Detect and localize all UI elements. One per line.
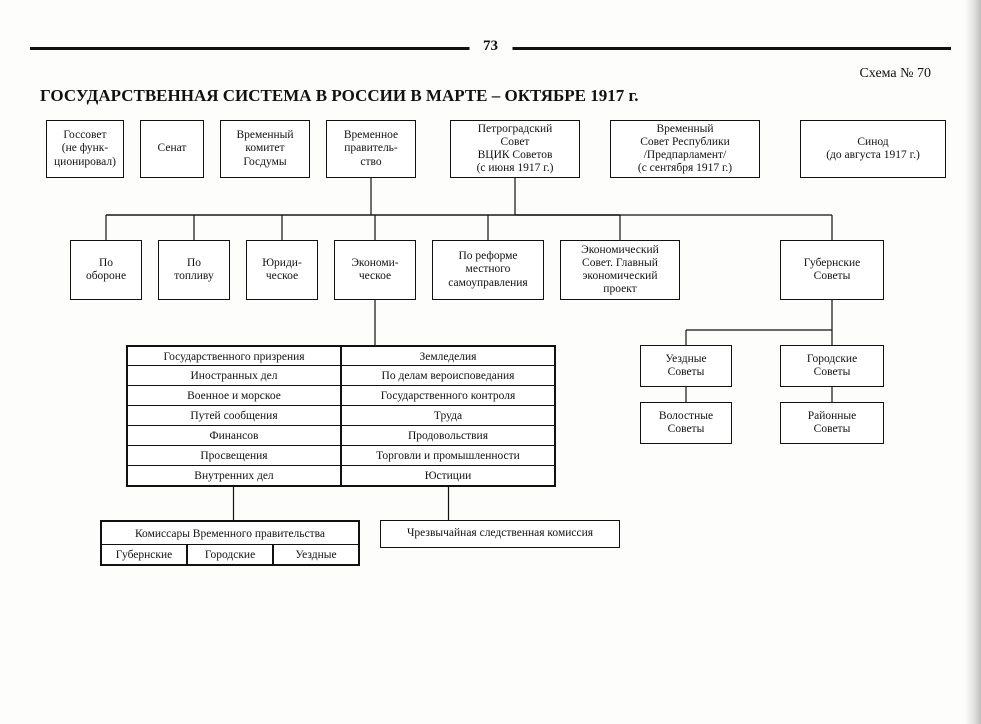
diagram-title: ГОСУДАРСТВЕННАЯ СИСТЕМА В РОССИИ В МАРТЕ…: [40, 86, 951, 106]
mid-node-reforma: По реформе местного самоуправления: [432, 240, 544, 300]
mid-node-toplivo: По топливу: [158, 240, 230, 300]
ministry-cell: Путей сообщения: [127, 406, 341, 426]
commissars-header: Комиссары Временного правительства: [101, 521, 359, 545]
top-node-petrosov: Петроградский Совет ВЦИК Советов (с июня…: [450, 120, 580, 178]
ministry-cell: Внутренних дел: [127, 466, 341, 486]
commissar-cell: Губернские: [101, 545, 187, 565]
commissar-cell: Уездные: [273, 545, 359, 565]
commissars-table: Комиссары Временного правительстваГуберн…: [100, 520, 360, 566]
ministry-cell: Военное и морское: [127, 386, 341, 406]
ministry-cell: Труда: [341, 406, 555, 426]
org-chart: Госсовет (не функ- ционировал) Сенат Време…: [40, 120, 960, 640]
top-node-predparl: Временный Совет Республики /Предпарламен…: [610, 120, 760, 178]
soviet-node-uezd_sov: Уездные Советы: [640, 345, 732, 387]
ministry-cell: Торговли и промышленности: [341, 446, 555, 466]
ministry-cell: По делам вероисповедания: [341, 366, 555, 386]
ministry-cell: Земледелия: [341, 346, 555, 366]
page-number: 73: [469, 38, 512, 55]
ministry-cell: Государственного призрения: [127, 346, 341, 366]
ministries-table: Государственного призренияЗемледелияИнос…: [126, 345, 556, 487]
top-node-sinod: Синод (до августа 1917 г.): [800, 120, 946, 178]
schema-label: Схема № 70: [30, 66, 931, 82]
soviet-node-volost_sov: Волостные Советы: [640, 402, 732, 444]
soviet-node-raion_sov: Районные Советы: [780, 402, 884, 444]
mid-node-ekonsov: Экономический Совет. Главный экономическ…: [560, 240, 680, 300]
page-number-bar: 73: [30, 40, 951, 58]
ministry-cell: Государственного контроля: [341, 386, 555, 406]
top-node-vkgd: Временный комитет Госдумы: [220, 120, 310, 178]
investigation-commission: Чрезвычайная следственная комиссия: [380, 520, 620, 548]
mid-node-gubsov: Губернские Советы: [780, 240, 884, 300]
ministry-cell: Юстиции: [341, 466, 555, 486]
top-node-senat: Сенат: [140, 120, 204, 178]
ministry-cell: Просвещения: [127, 446, 341, 466]
page-edge-shadow: [965, 0, 981, 724]
soviet-node-gor_sov: Городские Советы: [780, 345, 884, 387]
commissar-cell: Городские: [187, 545, 273, 565]
ministry-cell: Иностранных дел: [127, 366, 341, 386]
ministry-cell: Продовольствия: [341, 426, 555, 446]
top-node-gossovet: Госсовет (не функ- ционировал): [46, 120, 124, 178]
mid-node-yurid: Юриди- ческое: [246, 240, 318, 300]
mid-node-ekon: Экономи- ческое: [334, 240, 416, 300]
mid-node-oborona: По обороне: [70, 240, 142, 300]
top-node-vp: Временное правитель- ство: [326, 120, 416, 178]
ministry-cell: Финансов: [127, 426, 341, 446]
